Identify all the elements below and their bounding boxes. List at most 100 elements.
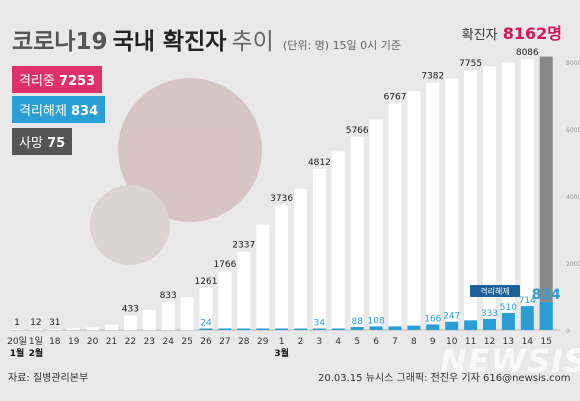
confirmed-bar (142, 309, 156, 330)
x-tick-label: 7 (392, 337, 398, 347)
confirmed-bar (275, 204, 289, 330)
virus-icon-small (90, 185, 170, 265)
credit-text: 20.03.15 뉴시스 그래픽: 전진우 기자 616@newsis.com (318, 373, 571, 384)
confirmed-value-label: 8086 (516, 48, 539, 58)
released-value-label: 247 (443, 312, 460, 322)
x-tick-label: 15 (540, 337, 551, 347)
confirmed-value-label: 1 (14, 318, 20, 328)
virus-illustration (90, 78, 262, 265)
released-bar (199, 328, 213, 330)
x-tick-label: 10 (446, 337, 458, 347)
y-tick-label: 6000 (566, 127, 580, 134)
released-value-label: 510 (500, 303, 517, 313)
confirmed-bar (350, 136, 364, 330)
y-tick-label: 0 (566, 328, 570, 335)
confirmed-bar (539, 56, 553, 330)
confirmed-value-label: 433 (122, 304, 139, 314)
released-bar (464, 320, 478, 330)
released-bar (501, 312, 515, 330)
badge-deaths-label: 사망 (19, 136, 43, 151)
x-tick-label: 4 (335, 337, 341, 347)
title-bold: 국내 확진자 (112, 29, 227, 55)
x-tick-label: 18 (49, 337, 61, 347)
x-tick-label: 14 (522, 337, 534, 347)
released-bar (237, 328, 251, 330)
released-value-label: 714 (519, 296, 536, 306)
x-tick-label: 29 (257, 337, 269, 347)
x-tick-label: 2 (298, 337, 304, 347)
confirmed-bar (501, 62, 515, 331)
confirmed-bar (86, 327, 100, 330)
badge-isolated: 격리중 7253 (12, 66, 103, 93)
released-bar (407, 325, 421, 330)
confirmed-bar (520, 59, 534, 331)
confirmed-value-label: 5766 (346, 126, 369, 136)
x-tick-label: 25 (181, 337, 192, 347)
released-bar (294, 328, 307, 330)
confirmed-value-label: 7755 (459, 59, 482, 69)
confirmed-bar (369, 119, 383, 331)
released-bar (350, 327, 364, 330)
confirmed-value-label: 1766 (213, 260, 236, 270)
released-bar (483, 318, 496, 330)
confirmed-bar (331, 151, 345, 330)
badge-isolated-label: 격리중 (19, 74, 55, 89)
month-label: 3월 (274, 347, 289, 359)
released-bar (426, 324, 440, 330)
confirmed-bar (105, 324, 118, 330)
confirmed-value-label: 7382 (421, 72, 444, 82)
x-tick-label: 8 (411, 337, 417, 347)
released-value-label: 88 (351, 317, 363, 327)
released-value-label: 24 (200, 319, 212, 329)
x-tick-label: 24 (162, 337, 174, 347)
confirmed-bar (123, 315, 137, 330)
confirmed-bar (10, 329, 24, 330)
confirmed-bar (237, 251, 251, 330)
x-tick-label: 26 (200, 337, 212, 347)
released-value-label: 166 (424, 314, 441, 324)
released-bar (218, 328, 232, 330)
released-value-label: 34 (314, 319, 326, 329)
confirmed-bar (29, 329, 43, 330)
confirmed-bar (312, 168, 326, 330)
confirmed-bar (67, 328, 81, 330)
x-tick-label: 6 (373, 337, 379, 347)
confirmed-value-label: 31 (49, 318, 60, 328)
page-title: 코로나19 국내 확진자 추이 (단위: 명) 15일 0시 기준 (12, 22, 401, 56)
released-bar (331, 328, 345, 330)
x-tick-label: 1 (279, 337, 285, 347)
confirmed-bar (294, 188, 307, 330)
legend-released-swatch (470, 285, 520, 297)
confirmed-value-label: 2337 (232, 241, 255, 251)
y-tick-label: 2000 (566, 261, 580, 268)
confirmed-value-label: 1261 (195, 277, 218, 287)
confirmed-bar (407, 91, 421, 330)
confirmed-bar (445, 78, 459, 330)
source-text: 자료: 질병관리본부 (8, 373, 89, 384)
confirmed-value-label: 6767 (384, 92, 407, 102)
x-tick-label: 9 (430, 337, 436, 347)
x-tick-label: 28 (238, 337, 250, 347)
badge-released-label: 격리해제 (19, 104, 67, 119)
total-label: 확진자 (461, 28, 498, 43)
confirmed-bar (180, 297, 194, 330)
x-tick-label: 20 (87, 337, 99, 347)
released-bar (388, 326, 402, 330)
month-label: 1월 (10, 347, 25, 359)
badge-deaths: 사망 75 (12, 128, 73, 155)
title-prefix: 코로나19 (12, 29, 108, 55)
confirmed-value-label: 12 (30, 318, 41, 328)
badge-isolated-value: 7253 (59, 74, 96, 89)
x-tick-label: 3 (317, 337, 323, 347)
released-bar (369, 326, 383, 330)
released-bar (539, 302, 553, 330)
virus-icon (118, 78, 262, 222)
released-bar (312, 328, 326, 330)
released-bar (520, 306, 534, 330)
confirmed-bar (218, 270, 232, 330)
x-tick-label: 27 (219, 337, 230, 347)
badge-deaths-value: 75 (47, 136, 66, 151)
y-tick-label: 8000 (566, 60, 580, 67)
legend-released-label: 격리해제 (480, 286, 509, 296)
